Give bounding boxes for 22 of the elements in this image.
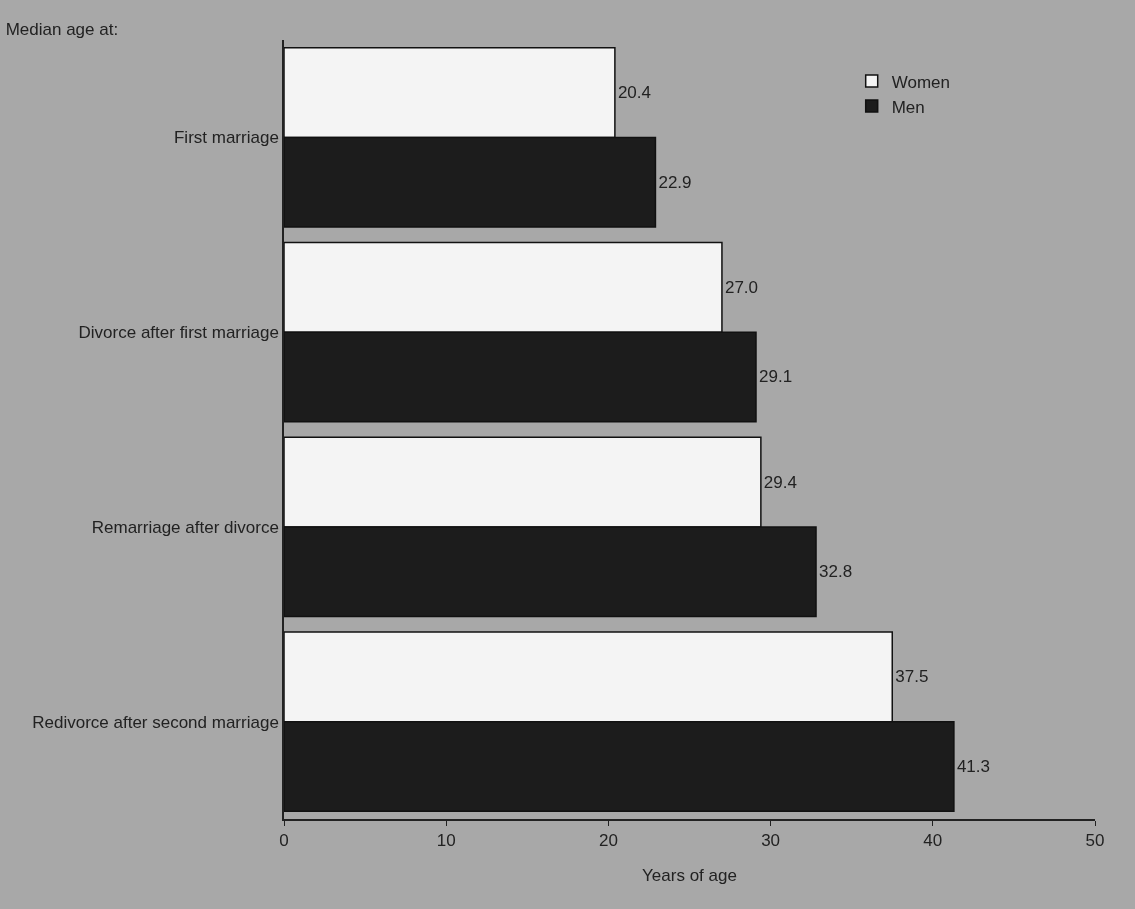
- legend-label: Women: [891, 72, 950, 92]
- text: Median age at:: [5, 19, 119, 39]
- y-tick-label: Remarriage after divorce: [91, 517, 279, 537]
- y-tick-label: First marriage: [173, 128, 279, 148]
- data-label: 29.4: [763, 472, 797, 492]
- legend-label: Men: [891, 97, 925, 117]
- x-axis-title: Years of age: [642, 866, 737, 886]
- data-label: 27.0: [724, 277, 759, 297]
- data-label: 37.5: [895, 667, 929, 687]
- data-label: 41.3: [956, 756, 990, 776]
- x-tick-label: 10: [436, 831, 456, 851]
- x-tick-label: 40: [923, 831, 943, 851]
- x-tick-label: 50: [1085, 831, 1105, 851]
- y-tick-label: Divorce after first marriage: [78, 323, 279, 343]
- data-label: 29.1: [759, 367, 793, 387]
- x-tick-label: 0: [279, 831, 289, 851]
- data-label: 22.9: [658, 172, 692, 192]
- y-tick-label: Redivorce after second marriage: [32, 712, 279, 732]
- x-tick-label: 20: [598, 831, 618, 851]
- x-tick-label: 30: [761, 831, 781, 851]
- data-label: 32.8: [819, 562, 853, 582]
- data-label: 20.4: [617, 83, 651, 103]
